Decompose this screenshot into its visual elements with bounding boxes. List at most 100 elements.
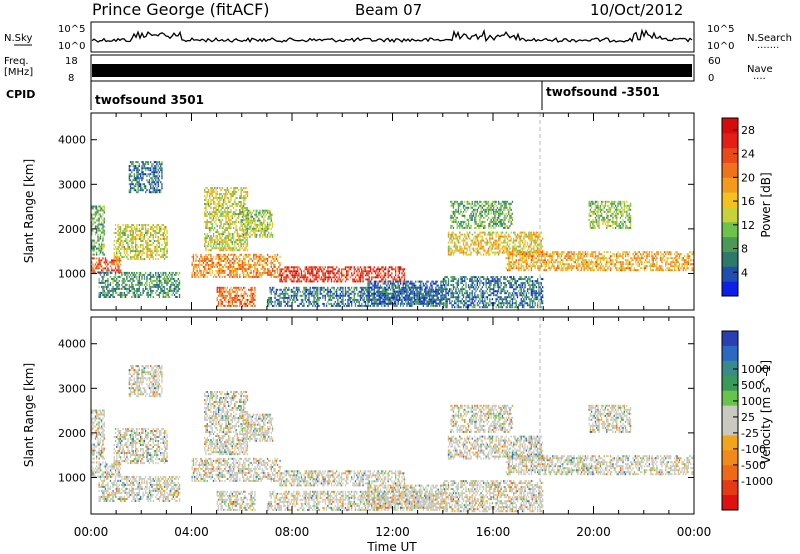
power-cell xyxy=(495,235,497,238)
power-cell xyxy=(227,265,230,268)
power-cell xyxy=(234,193,236,195)
power-cell xyxy=(500,241,502,244)
power-cell xyxy=(147,161,149,164)
power-cell xyxy=(230,259,232,262)
power-cell xyxy=(221,247,223,250)
power-cell xyxy=(426,304,428,307)
power-cell xyxy=(314,276,316,279)
power-cell xyxy=(156,177,158,180)
power-cell xyxy=(129,230,132,232)
power-cell xyxy=(524,235,526,238)
power-cell xyxy=(121,246,123,248)
power-cell xyxy=(216,241,218,244)
power-cell xyxy=(238,259,240,262)
power-cell xyxy=(341,280,343,283)
power-cell xyxy=(323,272,325,275)
power-cell xyxy=(132,291,134,294)
power-cell xyxy=(207,259,210,262)
power-cell xyxy=(524,233,526,236)
power-cell xyxy=(452,231,455,234)
power-cell xyxy=(341,276,343,279)
power-cell xyxy=(366,272,368,275)
power-cell xyxy=(204,245,206,248)
power-cell xyxy=(488,233,490,236)
power-cell xyxy=(157,271,159,274)
power-cell xyxy=(308,294,310,297)
power-cell xyxy=(484,241,486,244)
power-cell xyxy=(377,276,379,279)
power-cell xyxy=(168,285,171,288)
power-cell xyxy=(270,261,272,264)
power-cell xyxy=(135,240,137,242)
power-cell xyxy=(135,167,137,170)
power-cell xyxy=(156,161,158,164)
power-cell xyxy=(256,261,259,264)
power-cell xyxy=(259,229,261,232)
power-cell xyxy=(434,300,436,303)
power-cell xyxy=(217,217,220,220)
power-cell xyxy=(273,269,275,272)
power-cell xyxy=(162,228,164,230)
power-cell xyxy=(508,249,510,252)
power-cell xyxy=(93,271,95,274)
power-cell xyxy=(245,263,247,266)
power-cell xyxy=(91,257,93,260)
power-cell xyxy=(171,275,173,278)
power-cell xyxy=(241,265,243,268)
power-cell xyxy=(227,227,230,230)
power-cell xyxy=(192,257,195,260)
power-cell xyxy=(327,268,329,271)
power-cell xyxy=(135,289,137,292)
power-cell xyxy=(233,211,235,214)
power-cell xyxy=(152,230,154,232)
power-cell xyxy=(501,235,504,238)
power-cell xyxy=(240,219,242,222)
power-cell xyxy=(206,187,208,189)
power-cell xyxy=(236,229,238,232)
power-cell xyxy=(98,213,100,216)
power-cell xyxy=(119,254,122,257)
power-cell xyxy=(362,278,364,281)
power-cell xyxy=(150,187,152,190)
power-cell xyxy=(222,290,225,293)
power-cell xyxy=(103,243,105,246)
power-cell xyxy=(138,228,140,230)
power-cell xyxy=(270,290,272,293)
power-cell xyxy=(423,296,426,299)
power-cell xyxy=(278,273,280,276)
power-cell xyxy=(279,270,281,273)
power-cell xyxy=(157,165,159,168)
power-cell xyxy=(383,290,385,293)
power-cell xyxy=(339,280,341,283)
power-cell xyxy=(480,243,482,246)
power-cell xyxy=(226,273,228,276)
power-cell xyxy=(378,296,380,299)
power-cell xyxy=(200,253,202,256)
power-cell xyxy=(102,267,104,270)
power-cell xyxy=(260,221,262,224)
power-cell xyxy=(430,298,432,301)
power-cell xyxy=(227,247,230,250)
power-cell xyxy=(176,279,178,282)
power-cell xyxy=(269,298,271,301)
power-cell xyxy=(106,285,108,288)
power-cell xyxy=(97,235,99,238)
power-cell xyxy=(489,235,491,238)
power-cell xyxy=(103,245,105,248)
power-cell xyxy=(258,213,260,216)
power-cell xyxy=(93,247,95,250)
power-cell xyxy=(161,287,163,290)
power-cell xyxy=(123,228,125,230)
power-cell xyxy=(138,252,140,255)
power-cell xyxy=(153,165,156,168)
power-cell xyxy=(510,251,512,254)
power-cell xyxy=(230,304,232,307)
power-cell xyxy=(268,255,270,258)
power-cell xyxy=(339,292,341,295)
power-cell xyxy=(294,274,296,277)
power-cell xyxy=(393,288,396,291)
power-cell xyxy=(207,267,210,270)
power-cell xyxy=(476,251,478,254)
power-cell xyxy=(224,271,226,274)
power-cell xyxy=(111,277,113,280)
